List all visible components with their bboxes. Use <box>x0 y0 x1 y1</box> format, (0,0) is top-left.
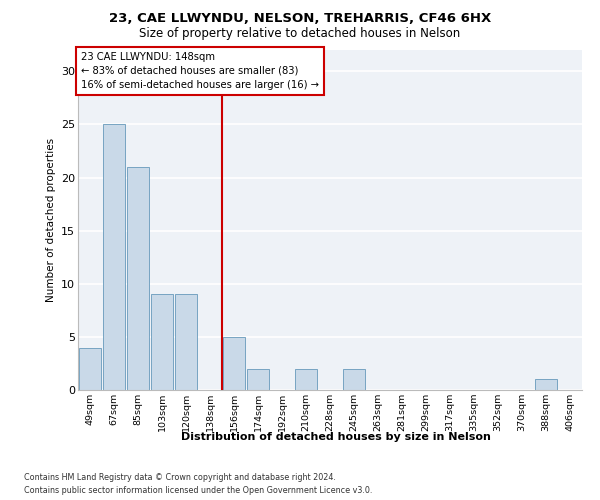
Text: Distribution of detached houses by size in Nelson: Distribution of detached houses by size … <box>181 432 491 442</box>
Text: Contains HM Land Registry data © Crown copyright and database right 2024.: Contains HM Land Registry data © Crown c… <box>24 472 336 482</box>
Y-axis label: Number of detached properties: Number of detached properties <box>46 138 56 302</box>
Bar <box>175 294 197 390</box>
Text: 23, CAE LLWYNDU, NELSON, TREHARRIS, CF46 6HX: 23, CAE LLWYNDU, NELSON, TREHARRIS, CF46… <box>109 12 491 26</box>
Bar <box>151 294 173 390</box>
Bar <box>127 167 149 390</box>
Bar <box>247 369 269 390</box>
Bar <box>295 369 317 390</box>
Bar <box>103 124 125 390</box>
Text: Size of property relative to detached houses in Nelson: Size of property relative to detached ho… <box>139 28 461 40</box>
Text: 23 CAE LLWYNDU: 148sqm
← 83% of detached houses are smaller (83)
16% of semi-det: 23 CAE LLWYNDU: 148sqm ← 83% of detached… <box>80 52 319 90</box>
Bar <box>343 369 365 390</box>
Bar <box>535 380 557 390</box>
Bar <box>79 348 101 390</box>
Text: Contains public sector information licensed under the Open Government Licence v3: Contains public sector information licen… <box>24 486 373 495</box>
Bar <box>223 337 245 390</box>
